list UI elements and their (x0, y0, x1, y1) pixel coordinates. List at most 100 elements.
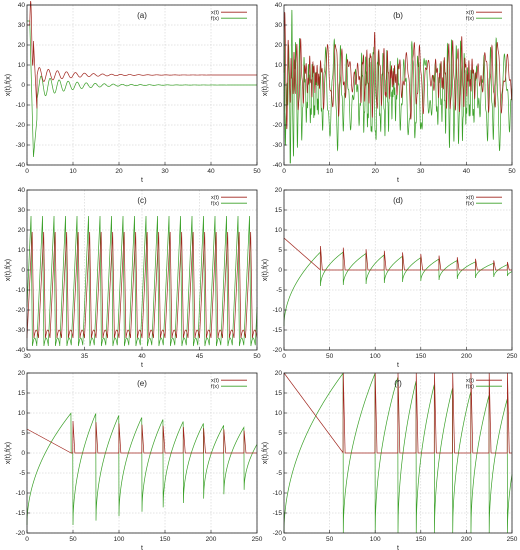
y-tick-label: -10 (16, 102, 26, 109)
y-tick-label: -15 (273, 327, 283, 334)
y-tick-label: -40 (273, 162, 283, 169)
legend-label: f(x) (211, 201, 219, 207)
x-tick-label: 50 (508, 168, 516, 175)
y-tick-label: 15 (275, 207, 283, 214)
x-tick-label: 40 (463, 168, 471, 175)
panel-label: (a) (137, 11, 147, 20)
y-tick-label: 20 (275, 42, 283, 49)
series-fx-line (27, 20, 257, 158)
x-tick-label: 0 (25, 168, 29, 175)
y-tick-label: 10 (275, 62, 283, 69)
x-tick-label: 250 (507, 353, 518, 360)
y-tick-label: 10 (275, 410, 283, 417)
y-tick-label: 40 (275, 2, 283, 9)
panel-label: (e) (137, 379, 147, 388)
x-tick-label: 250 (252, 536, 263, 543)
x-tick-label: 30 (161, 168, 169, 175)
x-axis-label: t (397, 177, 399, 184)
legend: x(t)f(x) (466, 378, 502, 390)
x-tick-label: 0 (282, 168, 286, 175)
y-tick-label: 0 (21, 267, 25, 274)
y-tick-label: -20 (16, 307, 26, 314)
panel-label: (c) (137, 196, 147, 205)
y-tick-label: 5 (21, 430, 25, 437)
x-tick-label: 50 (253, 353, 261, 360)
legend: x(t)f(x) (211, 195, 247, 207)
panel-f: 0 50 100 150 200 250 -20 -15 -10 -5 0 5 10 15 20 (f) t x(… (262, 370, 518, 550)
y-tick-label: -5 (276, 287, 282, 294)
x-tick-label: 50 (69, 536, 77, 543)
x-tick-label: 40 (138, 353, 146, 360)
panel-label: (f) (394, 379, 402, 388)
y-tick-label: 30 (275, 22, 283, 29)
legend-label: f(x) (211, 384, 219, 390)
y-tick-label: -30 (16, 327, 26, 334)
series-xt-line (26, 231, 258, 339)
x-axis-label: t (397, 545, 399, 550)
y-axis-label: x(t),f(x) (262, 442, 269, 464)
x-tick-label: 250 (507, 536, 518, 543)
x-tick-label: 50 (326, 536, 334, 543)
series-xt-line (283, 11, 513, 130)
y-tick-label: 20 (18, 370, 26, 377)
y-tick-label: 0 (278, 267, 282, 274)
y-tick-label: 30 (18, 207, 26, 214)
x-tick-label: 0 (25, 536, 29, 543)
y-tick-label: 10 (18, 410, 26, 417)
y-tick-label: -20 (16, 530, 26, 537)
y-tick-label: -5 (19, 470, 25, 477)
y-tick-label: -10 (16, 490, 26, 497)
panel-d: 0 50 100 150 200 250 -20 -15 -10 -5 0 5 10 15 20 (d) t x(… (262, 187, 518, 369)
y-tick-label: 20 (275, 370, 283, 377)
y-tick-label: 10 (18, 247, 26, 254)
x-tick-label: 20 (115, 168, 123, 175)
series-xt-line (283, 237, 512, 271)
y-tick-label: 15 (275, 390, 283, 397)
x-tick-label: 100 (370, 536, 381, 543)
x-tick-label: 50 (253, 168, 261, 175)
series-fx-line (26, 412, 258, 526)
y-tick-label: 5 (278, 247, 282, 254)
y-tick-label: -15 (16, 510, 26, 517)
x-tick-label: 10 (326, 168, 334, 175)
x-axis-label: t (141, 545, 143, 550)
legend-label: x(t) (211, 195, 219, 201)
y-tick-label: 20 (18, 227, 26, 234)
y-tick-label: 0 (278, 82, 282, 89)
legend: x(t)f(x) (466, 195, 502, 207)
y-tick-label: 0 (21, 450, 25, 457)
legend-label: x(t) (466, 378, 474, 384)
panel-c: 30 35 40 45 50 -40 -30 -20 -10 0 10 20 30 40 (c) t x(t),… (5, 187, 261, 369)
x-tick-label: 30 (417, 168, 425, 175)
x-tick-label: 100 (114, 536, 125, 543)
x-axis-label: t (397, 362, 399, 369)
legend-label: f(x) (466, 201, 474, 207)
y-tick-label: -10 (273, 102, 283, 109)
y-axis-label: x(t),f(x) (262, 74, 269, 96)
x-tick-label: 35 (81, 353, 89, 360)
legend-label: x(t) (466, 195, 474, 201)
x-tick-label: 40 (207, 168, 215, 175)
x-tick-label: 150 (415, 353, 426, 360)
y-tick-label: -30 (16, 142, 26, 149)
y-tick-label: -15 (273, 510, 283, 517)
panel-a: 0 10 20 30 40 50 -40 -30 -20 -10 0 10 20 30 40 (a) t x(t)… (5, 1, 261, 184)
y-tick-label: -5 (276, 470, 282, 477)
legend-label: x(t) (211, 378, 219, 384)
series-fx-line (283, 251, 513, 327)
x-tick-label: 20 (372, 168, 380, 175)
y-tick-label: -20 (273, 530, 283, 537)
grid (26, 189, 258, 351)
y-tick-label: 10 (275, 227, 283, 234)
series-fx-line (283, 9, 513, 164)
y-tick-label: 20 (275, 187, 283, 194)
y-axis-label: x(t),f(x) (5, 442, 12, 464)
panel-b: 0 10 20 30 40 50 -40 -30 -20 -10 0 10 20 30 40 (b) t x(t)… (262, 2, 516, 184)
y-tick-label: -40 (16, 162, 26, 169)
y-tick-label: -30 (273, 142, 283, 149)
y-tick-label: 40 (18, 187, 26, 194)
panel-e: 0 50 100 150 200 250 -20 -15 -10 -5 0 5 10 15 20 (e) t x(… (5, 370, 263, 550)
x-tick-label: 100 (370, 353, 381, 360)
panel-label: (d) (393, 196, 403, 205)
x-tick-label: 0 (282, 536, 286, 543)
